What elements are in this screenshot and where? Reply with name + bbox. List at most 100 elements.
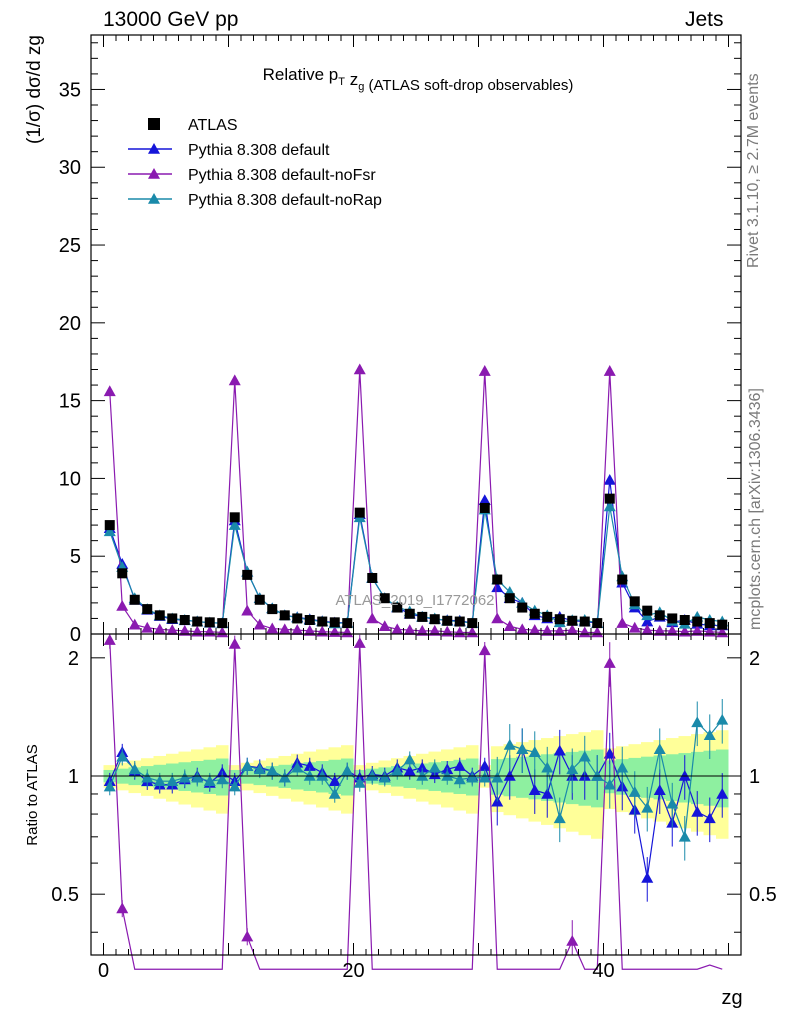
band-green [691, 751, 704, 805]
series-point [628, 621, 641, 633]
series-0 [103, 473, 729, 902]
atlas-point [654, 610, 665, 621]
atlas-point [129, 594, 140, 605]
atlas-point [392, 602, 403, 613]
series-point [353, 363, 366, 375]
series-point [478, 365, 491, 376]
legend-marker [148, 168, 160, 179]
ratio-point [353, 776, 366, 788]
series-point [603, 365, 616, 376]
rivet-label: Rivet 3.1.10, ≥ 2.7M events [745, 73, 762, 268]
x-tick-label: 0 [98, 960, 109, 982]
ratio-point [603, 778, 616, 790]
ratio-tick-label: 2 [749, 648, 760, 670]
series-point [566, 624, 579, 635]
ratio-point [566, 934, 579, 946]
ratio-point [553, 812, 566, 824]
atlas-point [504, 593, 515, 604]
atlas-point [292, 613, 303, 624]
ratio-tick-label: 0.5 [749, 884, 777, 906]
x-tick-label: 40 [592, 960, 614, 982]
legend-marker [148, 118, 160, 130]
band-green [703, 750, 716, 806]
atlas-point [142, 604, 153, 615]
atlas-point [579, 616, 590, 627]
ratio-point [578, 750, 591, 762]
ratio-tick-label: 2 [68, 648, 79, 670]
ratio-point [716, 787, 729, 799]
atlas-point [542, 611, 553, 622]
ratio-point [303, 760, 316, 771]
ratio-point [666, 797, 679, 809]
series-1 [103, 363, 729, 970]
ratio-point [366, 770, 379, 781]
series-point [253, 618, 266, 630]
ratio-point [603, 747, 616, 759]
series-point [128, 618, 141, 630]
series-point [166, 624, 179, 635]
ratio-axis-label: Ratio to ATLAS [24, 744, 41, 845]
ratio-point [628, 786, 641, 797]
ratio-point [653, 743, 666, 755]
atlas-point [179, 614, 190, 625]
ratio-point [341, 764, 354, 776]
ratio-tick-label: 0.5 [51, 884, 79, 906]
series-point [366, 612, 379, 624]
series-point [141, 621, 154, 633]
series-point [303, 624, 316, 636]
ratio-point [391, 764, 404, 776]
watermark: ATLAS_2019_I1772062 [335, 592, 494, 609]
ratio-point [566, 763, 579, 775]
series-point [153, 623, 166, 635]
ratio-point [591, 770, 604, 781]
series-point [641, 615, 654, 627]
atlas-point [679, 614, 690, 625]
atlas-point [667, 613, 678, 624]
ratio-point [378, 771, 391, 783]
ratio-point [203, 775, 216, 787]
y-tick-label: 30 [59, 157, 81, 179]
ratio-point [503, 770, 516, 781]
ratio-point [266, 764, 279, 776]
ratio-point [178, 771, 191, 783]
ratio-point [228, 780, 241, 792]
atlas-point [629, 596, 640, 607]
atlas-point [104, 520, 115, 531]
ratio-line [109, 640, 723, 970]
series-point [603, 500, 616, 512]
ratio-point [241, 930, 254, 942]
series-point [478, 494, 491, 505]
ratio-point [328, 787, 341, 799]
atlas-point [342, 618, 353, 629]
atlas-point [167, 613, 178, 624]
ratio-point [328, 775, 341, 787]
series-point [241, 604, 254, 616]
series-point [266, 622, 279, 634]
atlas-point [567, 615, 578, 626]
atlas-point [554, 614, 565, 625]
atlas-point [192, 616, 203, 627]
atlas-point [429, 614, 440, 625]
band-green [641, 756, 654, 798]
ratio-point [353, 637, 366, 648]
series-point [403, 624, 416, 635]
atlas-point [604, 493, 615, 504]
ratio-point [691, 716, 704, 728]
ratio-point [116, 750, 129, 762]
atlas-point [204, 617, 215, 628]
data-marks [103, 363, 729, 970]
series-point [228, 519, 241, 530]
legend-label: Pythia 8.308 default-noFsr [188, 167, 376, 184]
y-tick-label: 5 [70, 546, 81, 568]
atlas-point [454, 616, 465, 627]
ratio-point [303, 770, 316, 781]
ratio-point [128, 763, 141, 775]
series-point [691, 624, 704, 636]
ratio-point [216, 773, 229, 785]
ratio-point [278, 771, 291, 783]
atlas-point [442, 615, 453, 626]
ratio-point [253, 763, 266, 775]
ratio-point [416, 770, 429, 781]
series-point [428, 624, 441, 636]
